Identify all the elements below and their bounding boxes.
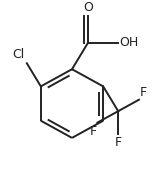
Text: O: O (83, 1, 93, 14)
Text: F: F (115, 136, 122, 149)
Text: OH: OH (119, 36, 138, 49)
Text: F: F (140, 86, 147, 99)
Text: Cl: Cl (13, 48, 25, 61)
Text: F: F (89, 124, 96, 138)
